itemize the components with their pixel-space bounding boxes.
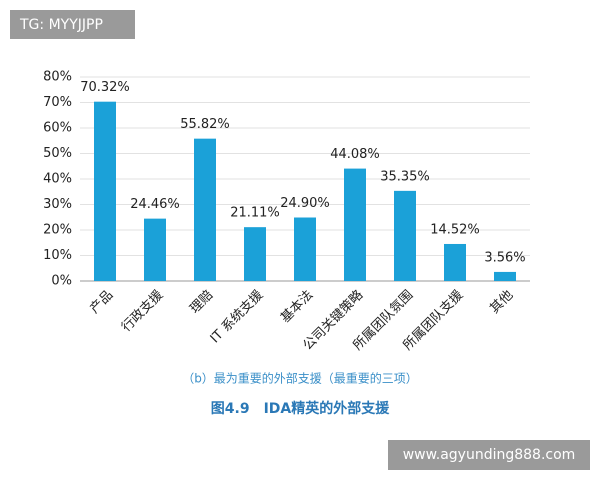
y-tick-label: 40%: [43, 172, 72, 187]
value-label: 21.11%: [230, 206, 280, 221]
bar: [94, 101, 116, 282]
y-tick-label: 0%: [51, 274, 72, 289]
watermark: www.agyunding888.com: [403, 447, 576, 463]
bar: [394, 190, 416, 281]
value-label: 44.08%: [330, 147, 380, 162]
value-label: 3.56%: [484, 250, 525, 265]
y-tick-label: 10%: [43, 248, 72, 263]
value-label: 70.32%: [80, 80, 130, 95]
y-tick-label: 20%: [43, 223, 72, 238]
bar: [244, 227, 266, 281]
value-label: 24.90%: [280, 196, 330, 211]
y-tick-label: 60%: [43, 121, 72, 136]
bar: [294, 217, 316, 281]
watermark-box: [388, 440, 590, 470]
value-label: 14.52%: [430, 222, 480, 237]
watermark: TG: MYYJJPP: [19, 17, 103, 33]
value-label: 55.82%: [180, 117, 230, 132]
y-tick-label: 50%: [43, 146, 72, 161]
y-tick-label: 80%: [43, 70, 72, 85]
value-label: 24.46%: [130, 197, 180, 212]
value-label: 35.35%: [380, 169, 430, 184]
y-tick-label: 30%: [43, 197, 72, 212]
bar: [194, 138, 216, 281]
chart-title: 图4.9 IDA精英的外部支援: [211, 400, 390, 417]
chart-subtitle: （b）最为重要的外部支援（最重要的三项）: [182, 371, 418, 386]
y-tick-label: 70%: [43, 95, 72, 110]
bar: [144, 218, 166, 281]
watermark-box: [10, 10, 135, 39]
bar: [344, 168, 366, 281]
bar: [444, 243, 466, 281]
bar: [494, 271, 516, 281]
